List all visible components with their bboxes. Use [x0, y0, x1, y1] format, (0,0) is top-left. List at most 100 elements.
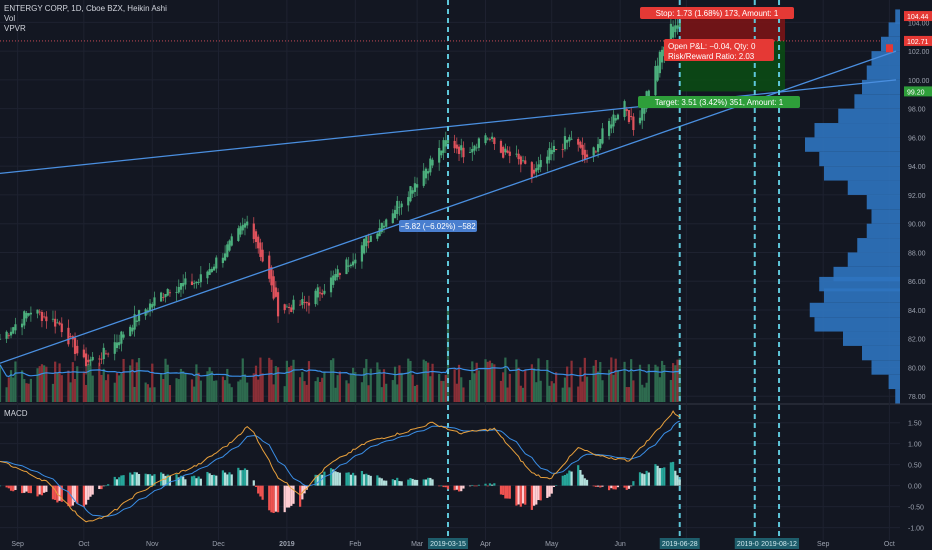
volume-bar [548, 385, 551, 402]
candle [360, 245, 364, 262]
macd-histogram-bar [164, 475, 167, 486]
volume-bar [338, 371, 341, 402]
volume-bar [638, 364, 642, 402]
candle [104, 353, 108, 355]
volume-bar [391, 380, 394, 402]
volume-bar [118, 375, 121, 402]
volume-bar [14, 361, 17, 402]
macd-histogram-bar [385, 480, 388, 486]
stop-label: Stop: 1.73 (1.68%) 173, Amount: 1 [656, 9, 779, 18]
vpvr-bar [809, 302, 900, 318]
price-tick-label: 92.00 [908, 193, 926, 200]
vpvr-bar [895, 389, 900, 404]
candle [239, 226, 242, 235]
volume-indicator-label[interactable]: Vol [4, 14, 16, 23]
macd-histogram-bar [548, 485, 551, 497]
volume-bar [444, 374, 447, 402]
volume-bar [144, 382, 147, 402]
candle [539, 160, 542, 168]
volume-bar [274, 366, 277, 402]
candle [56, 322, 59, 324]
macd-histogram-bar [224, 472, 227, 486]
vpvr-bar [819, 276, 900, 292]
macd-histogram-bar [491, 484, 494, 486]
volume-bar [555, 372, 558, 402]
macd-histogram-bar [468, 485, 472, 487]
volume-bar [73, 378, 77, 402]
candle [398, 206, 401, 208]
volume-bar [252, 373, 255, 402]
volume-bar [645, 382, 648, 402]
macd-histogram-bar [502, 485, 505, 495]
measure-label: −5.82 (−6.02%) −582 [400, 222, 476, 231]
volume-bar [148, 387, 152, 402]
time-tick-label: Mar [411, 541, 424, 548]
macd-histogram-bar [272, 485, 275, 514]
volume-bar [268, 357, 271, 402]
candle [614, 118, 617, 121]
volume-bar [676, 359, 679, 402]
macd-histogram-bar [539, 485, 542, 501]
candle [9, 331, 13, 336]
macd-histogram-bar [212, 474, 216, 486]
volume-bar [241, 358, 244, 402]
macd-histogram-bar [610, 485, 613, 489]
macd-histogram-bar [638, 472, 642, 486]
candle [166, 289, 169, 296]
volume-bar [424, 361, 428, 402]
volume-bar [398, 365, 401, 402]
macd-histogram-bar [210, 475, 213, 486]
volume-bar [131, 359, 134, 402]
volume-bar [321, 377, 324, 402]
macd-histogram-bar [131, 474, 134, 486]
macd-histogram-bar [283, 485, 286, 513]
macd-tick-label: -0.50 [908, 505, 924, 512]
volume-bar [491, 363, 494, 402]
macd-histogram-bar [226, 474, 229, 486]
volume-bar [382, 369, 386, 402]
macd-label[interactable]: MACD [4, 409, 28, 418]
macd-histogram-bar [115, 479, 119, 486]
candle [84, 353, 88, 367]
price-badge-box [904, 86, 932, 97]
candle [378, 228, 381, 237]
macd-histogram-bar [647, 472, 650, 486]
candle [367, 241, 370, 243]
macd-histogram-bar [477, 484, 480, 486]
candle [570, 138, 573, 140]
macd-histogram-bar [113, 476, 116, 486]
candle [129, 326, 132, 337]
candle [535, 168, 538, 172]
volume-bar [380, 387, 383, 402]
volume-bar [329, 360, 333, 402]
vpvr-indicator-label[interactable]: VPVR [4, 24, 26, 33]
macd-histogram-bar [14, 485, 17, 490]
volume-bar [561, 387, 564, 402]
macd-histogram-bar [654, 464, 657, 486]
macd-histogram-bar [532, 485, 536, 506]
macd-histogram-bar [290, 485, 293, 506]
time-tick-label: Feb [349, 541, 361, 548]
macd-histogram-bar [27, 485, 30, 494]
symbol-line: ENTERGY CORP, 1D, Cboe BZX, Heikin Ashi [4, 4, 167, 13]
macd-histogram-bar [577, 465, 580, 486]
candle [376, 233, 379, 239]
macd-histogram-bar [645, 470, 648, 486]
macd-histogram-bar [674, 470, 677, 486]
macd-histogram-bar [239, 470, 242, 486]
volume-bar [592, 365, 595, 402]
macd-histogram-bar [177, 477, 180, 486]
macd-histogram-bar [276, 485, 280, 513]
candle [257, 236, 260, 249]
volume-bar [177, 379, 180, 402]
candle [444, 140, 447, 147]
volume-bar [221, 376, 224, 402]
volume-bar [506, 387, 509, 402]
candle [396, 200, 399, 215]
date-marker-label: 2019-08-12 [761, 541, 797, 548]
volume-bar [316, 377, 319, 402]
candle [193, 283, 196, 284]
candle [486, 138, 489, 140]
volume-bar [468, 380, 472, 402]
